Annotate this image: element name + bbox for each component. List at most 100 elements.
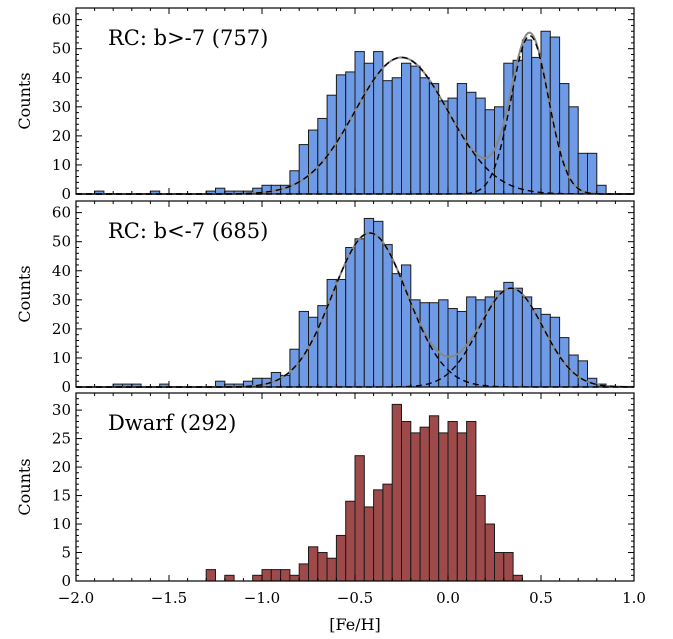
y-tick-label: 10 (52, 349, 71, 367)
histogram-bar (503, 552, 514, 582)
histogram-bar (428, 415, 440, 582)
y-axis: 0 10 20 30 40 50 60 (52, 7, 634, 203)
histogram-bar (289, 574, 300, 582)
y-tick-label: 30 (52, 291, 71, 309)
histogram-bar (391, 273, 403, 388)
x-axis: −2.0 −1.5 −1.0 −0.5 0.0 0.5 1.0 (58, 393, 646, 607)
histogram-bar (540, 30, 551, 195)
histogram-bar (596, 184, 607, 195)
y-tick-label: 40 (52, 262, 71, 280)
histogram-bar (512, 574, 523, 582)
histogram-bar (419, 426, 430, 582)
histogram-bar (308, 546, 319, 582)
histogram-bars (94, 30, 607, 195)
histogram-bar (373, 220, 384, 388)
histogram-bar (224, 574, 235, 582)
histogram-bar (410, 65, 421, 195)
y-tick-label: 25 (52, 430, 71, 448)
y-tick-label: 0 (61, 185, 71, 203)
histogram-bar (521, 39, 533, 195)
histogram-bar (410, 432, 421, 582)
histogram-bar (475, 97, 486, 195)
x-axis (75, 201, 635, 387)
histogram-bar (484, 296, 496, 388)
histogram-bar (512, 287, 523, 388)
y-tick-label: 0 (61, 378, 71, 396)
histogram-bar (354, 51, 365, 195)
histogram-bar (261, 569, 272, 582)
histogram-bar (345, 71, 356, 195)
histogram-bar (382, 483, 393, 582)
histogram-bar (419, 302, 430, 388)
x-tick-label: 0.5 (529, 589, 553, 607)
histogram-bar (577, 360, 589, 388)
y-tick-label: 20 (52, 320, 71, 338)
x-tick-label: −1.5 (151, 589, 187, 607)
histogram-bar (475, 299, 486, 388)
histogram-bar (531, 56, 542, 195)
histogram-bars (205, 403, 523, 582)
histogram-bar (345, 500, 356, 582)
histogram-bar (326, 557, 337, 582)
histogram-bar (298, 563, 310, 582)
panel-title: RC: b<-7 (685) (108, 219, 268, 243)
histogram-bar (419, 77, 430, 195)
y-tick-label: 20 (52, 127, 71, 145)
y-axis: 0 10 20 30 40 50 60 (52, 200, 634, 396)
panel-title: RC: b>-7 (757) (108, 26, 268, 50)
x-tick-label: −2.0 (58, 589, 94, 607)
panel-1: 0 10 20 30 40 50 60 Counts RC: b>-7 (757) (15, 7, 635, 203)
histogram-bar (354, 455, 365, 582)
y-tick-label: 60 (52, 11, 71, 29)
panel-3: 0 5 10 15 20 25 30 −2.0 −1.5 −1.0 −0.5 0.0 0.5 1.0 Cou… (15, 392, 646, 634)
histogram-bar (335, 534, 347, 582)
panel-title: Dwarf (292) (108, 411, 236, 435)
y-tick-label: 50 (52, 233, 71, 251)
y-tick-label: 60 (52, 204, 71, 222)
x-tick-label: 1.0 (622, 589, 646, 607)
y-tick-label: 30 (52, 401, 71, 419)
histogram-bar (475, 495, 486, 582)
histogram-bar (428, 83, 440, 195)
histogram-bar (345, 247, 356, 388)
y-axis-label: Counts (15, 458, 34, 515)
y-tick-label: 15 (52, 487, 71, 505)
histogram-bar (308, 129, 319, 195)
histogram-bar (587, 152, 598, 195)
histogram-bar (428, 302, 440, 388)
histogram-bar (373, 489, 384, 582)
histogram-bar (335, 278, 347, 388)
x-tick-label: −1.0 (244, 589, 280, 607)
y-tick-label: 40 (52, 69, 71, 87)
histogram-bar (568, 106, 579, 195)
histogram-bar (382, 244, 393, 388)
histogram-bar (205, 569, 216, 582)
histogram-bar (494, 552, 505, 582)
histogram-bar (401, 420, 412, 582)
y-tick-label: 10 (52, 156, 71, 174)
histogram-bar (391, 403, 403, 582)
histogram-bar (354, 238, 365, 388)
histogram-bar (382, 80, 393, 195)
histogram-bar (447, 420, 458, 582)
histogram-bar (270, 569, 282, 582)
y-axis-label: Counts (15, 265, 34, 322)
histogram-bar (494, 290, 505, 388)
histogram-bar (308, 316, 319, 388)
x-tick-label: −0.5 (337, 589, 373, 607)
histogram-bar (466, 420, 477, 582)
histogram-bar (401, 62, 412, 195)
histogram-bar (559, 83, 570, 195)
y-tick-label: 30 (52, 98, 71, 116)
histogram-bar (280, 569, 291, 582)
histogram-bar (484, 523, 496, 582)
histogram-bar (549, 316, 561, 388)
y-axis-label: Counts (15, 72, 34, 129)
y-tick-label: 50 (52, 40, 71, 58)
histogram-bar (577, 152, 589, 195)
histogram-bar (438, 432, 449, 582)
y-tick-label: 20 (52, 458, 71, 476)
y-axis: 0 5 10 15 20 25 30 (52, 392, 634, 590)
x-axis-label: [Fe/H] (329, 615, 381, 634)
